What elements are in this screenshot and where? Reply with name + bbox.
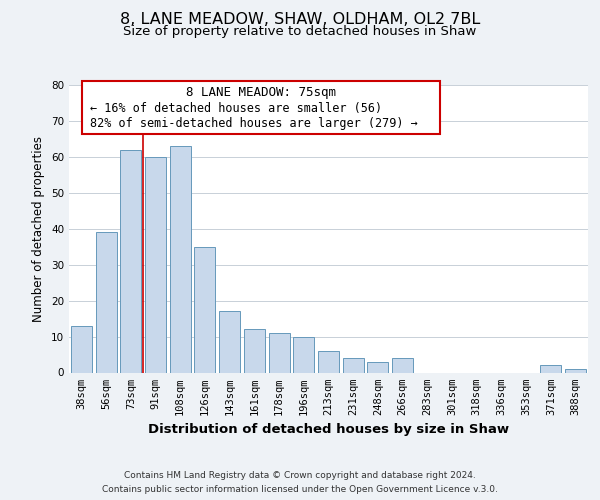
Bar: [145, 157, 166, 372]
Bar: [71, 326, 92, 372]
Bar: [269, 333, 290, 372]
X-axis label: Distribution of detached houses by size in Shaw: Distribution of detached houses by size …: [148, 423, 509, 436]
Text: ← 16% of detached houses are smaller (56): ← 16% of detached houses are smaller (56…: [90, 102, 382, 114]
Bar: [367, 362, 388, 372]
Bar: [95, 232, 116, 372]
Bar: [120, 150, 141, 372]
Bar: [194, 246, 215, 372]
Bar: [541, 366, 562, 372]
Bar: [170, 146, 191, 372]
Text: Size of property relative to detached houses in Shaw: Size of property relative to detached ho…: [124, 25, 476, 38]
Bar: [219, 312, 240, 372]
Text: Contains public sector information licensed under the Open Government Licence v.: Contains public sector information licen…: [102, 485, 498, 494]
Bar: [565, 369, 586, 372]
Text: 8, LANE MEADOW, SHAW, OLDHAM, OL2 7BL: 8, LANE MEADOW, SHAW, OLDHAM, OL2 7BL: [120, 12, 480, 28]
FancyBboxPatch shape: [82, 80, 440, 134]
Text: 82% of semi-detached houses are larger (279) →: 82% of semi-detached houses are larger (…: [90, 116, 418, 130]
Bar: [244, 330, 265, 372]
Bar: [343, 358, 364, 372]
Y-axis label: Number of detached properties: Number of detached properties: [32, 136, 46, 322]
Text: 8 LANE MEADOW: 75sqm: 8 LANE MEADOW: 75sqm: [186, 86, 336, 100]
Text: Contains HM Land Registry data © Crown copyright and database right 2024.: Contains HM Land Registry data © Crown c…: [124, 471, 476, 480]
Bar: [392, 358, 413, 372]
Bar: [293, 336, 314, 372]
Bar: [318, 351, 339, 372]
